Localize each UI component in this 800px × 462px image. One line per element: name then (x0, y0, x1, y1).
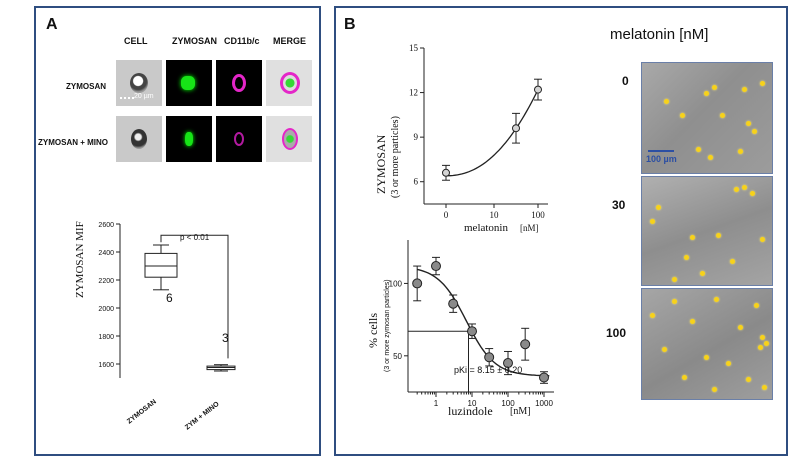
melatonin-ytick-label: 9 (414, 132, 419, 142)
boxplot-ylabel: ZYMOSAN MIF (74, 221, 86, 298)
luzindole-ylabel-sub: (3 or more zymosan particles) (384, 279, 391, 372)
boxplot-ytick-label: 1600 (98, 362, 114, 369)
scale-bar (120, 97, 134, 101)
melatonin-ylabel-main: ZYMOSAN (374, 134, 388, 194)
micrograph-label-30: 30 (612, 198, 626, 212)
luzindole-data-point (448, 298, 459, 309)
boxplot-ytick-label: 2000 (98, 306, 114, 313)
boxplot-pvalue: p < 0.01 (180, 233, 210, 242)
melatonin-ytick-label: 12 (409, 88, 418, 98)
melatonin-ylabel-sub: (3 or more particles) (390, 116, 401, 198)
luzindole-ytick-label: 50 (393, 352, 402, 361)
panel-a-letter: A (46, 16, 58, 33)
luzindole-ylabel-main: % cells (366, 313, 380, 348)
melatonin-ytick-label: 6 (414, 177, 419, 187)
melatonin-xlabel: melatonin (464, 222, 508, 234)
melatonin-xtick-label: 100 (531, 210, 545, 220)
luzindole-ytick-label: 100 (389, 279, 403, 288)
boxplot-ytick-label: 2200 (98, 278, 114, 285)
melatonin-fit-curve (445, 89, 539, 177)
melatonin-chart: 6 9 12 15 0 10 100 (409, 43, 548, 220)
panel-b: B 6 9 12 15 0 10 100 50 100 1 10 100 1000 ZYMOSAN (… (334, 6, 788, 456)
micrographs-title: melatonin [nM] (610, 26, 709, 43)
melatonin-data-point (442, 168, 450, 177)
boxplot-ytick-label: 2400 (98, 250, 114, 257)
pki-annotation: pKi = 8.15 ± 0.20 (454, 365, 523, 375)
significance-bracket (160, 234, 229, 359)
melatonin-ytick-label: 15 (409, 43, 419, 53)
luzindole-xunit: [nM] (510, 406, 531, 417)
luzindole-data-point (503, 358, 513, 369)
panel-a: A CELL ZYMOSAN CD11b/c MERGE ZYMOSAN 20 … (34, 6, 321, 456)
micrograph-label-100: 100 (606, 326, 627, 340)
luzindole-data-point (431, 261, 441, 272)
melatonin-xtick-label: 10 (490, 210, 500, 220)
melatonin-data-point (512, 124, 520, 133)
luzindole-chart: 50 100 1 10 100 1000 (389, 240, 554, 408)
micrograph-zymosan-row2 (166, 116, 212, 162)
luzindole-data-point (412, 278, 423, 289)
micrograph-label-0: 0 (622, 74, 629, 88)
luzindole-xlabel: luzindole (448, 404, 493, 418)
column-header-merge: MERGE (273, 36, 307, 46)
luzindole-xtick-label: 1000 (535, 399, 553, 408)
melatonin-xtick-label: 0 (444, 210, 449, 220)
micrograph-merge-row2 (266, 116, 312, 162)
micrograph-zymosan-row1 (166, 60, 212, 106)
box-iqr (144, 252, 178, 278)
micrograph-melatonin-30 (641, 176, 773, 286)
boxplot-chart: 1600 1800 2000 2200 2400 2600 (98, 222, 236, 378)
micrograph-melatonin-0: 100 µm (641, 62, 773, 174)
boxplot-ytick-label: 1800 (98, 334, 114, 341)
luzindole-xtick-label: 10 (468, 399, 477, 408)
scale-bar-label: 20 µm (134, 93, 154, 100)
boxplot-ytick-label: 2600 (98, 222, 114, 229)
luzindole-xtick-label: 100 (501, 399, 515, 408)
luzindole-fit-curve (417, 268, 550, 377)
micrograph-melatonin-100 (641, 288, 773, 400)
boxplot-n-zymosan: 6 (166, 291, 173, 305)
micrograph-scale-bar (648, 150, 674, 152)
column-header-cd11bc: CD11b/c (224, 36, 260, 46)
micrograph-scale-bar-label: 100 µm (646, 154, 677, 164)
panel-b-letter: B (344, 16, 356, 33)
luzindole-data-point (539, 372, 549, 383)
luzindole-data-point (484, 352, 495, 363)
row-label-zymosan-mino: ZYMOSAN + MINO (38, 138, 109, 147)
melatonin-data-point (534, 85, 542, 94)
boxplot-n-zym-mino: 3 (222, 331, 229, 345)
row-label-zymosan: ZYMOSAN (66, 82, 106, 91)
micrograph-merge-row1 (266, 60, 312, 106)
luzindole-data-point (520, 339, 531, 350)
micrograph-cell-row1: 20 µm (116, 60, 162, 106)
micrograph-cell-row2 (116, 116, 162, 162)
melatonin-xunit: [nM] (520, 223, 539, 233)
luzindole-xtick-label: 1 (434, 399, 439, 408)
column-header-zymosan: ZYMOSAN (172, 36, 217, 46)
luzindole-data-point (467, 326, 477, 337)
column-header-cell: CELL (124, 36, 148, 46)
micrograph-cd11bc-row1 (216, 60, 262, 106)
micrograph-cd11bc-row2 (216, 116, 262, 162)
